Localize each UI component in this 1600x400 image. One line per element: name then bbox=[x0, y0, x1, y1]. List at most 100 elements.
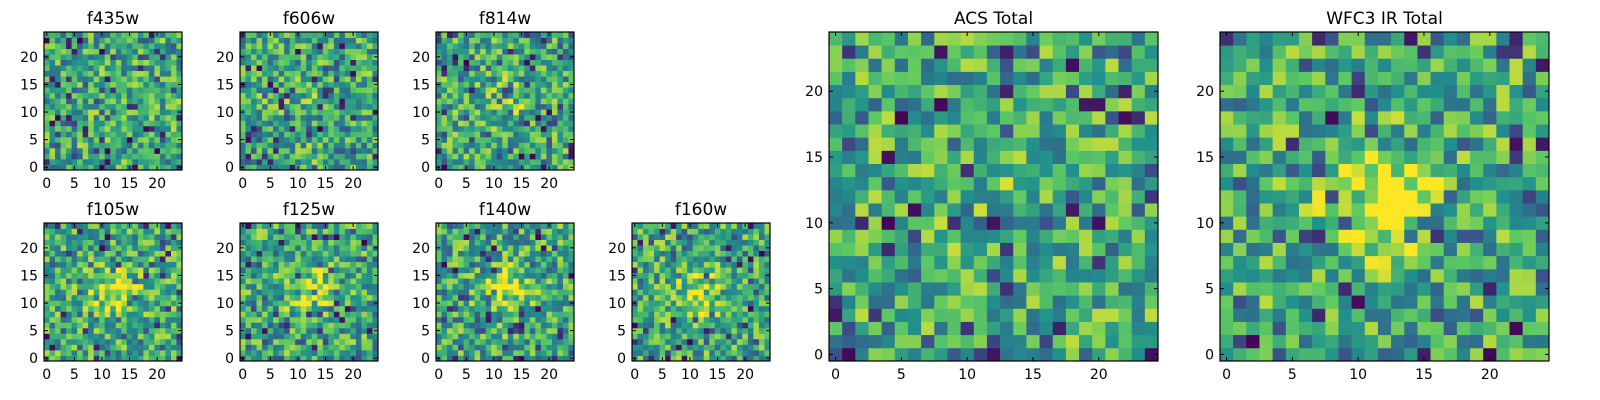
heatmap-cell bbox=[256, 245, 263, 251]
heatmap-cell bbox=[731, 234, 738, 240]
heatmap-cell bbox=[524, 333, 531, 340]
heatmap-cell bbox=[328, 43, 335, 49]
heatmap-cell bbox=[568, 125, 575, 132]
heatmap-cell bbox=[339, 294, 346, 301]
heatmap-cell bbox=[496, 158, 503, 165]
heatmap-cell bbox=[262, 267, 268, 274]
heatmap-cell bbox=[491, 294, 498, 301]
heatmap-cell bbox=[725, 256, 732, 263]
heatmap-cell bbox=[720, 289, 727, 296]
heatmap-cell bbox=[1105, 334, 1119, 349]
heatmap-cell bbox=[256, 305, 263, 312]
heatmap-cell bbox=[273, 98, 280, 105]
heatmap-cell bbox=[66, 322, 72, 329]
heatmap-cell bbox=[121, 272, 128, 279]
heatmap-cell bbox=[93, 322, 100, 329]
heatmap-cell bbox=[643, 245, 649, 251]
heatmap-cell bbox=[698, 267, 705, 274]
heatmap-cell bbox=[474, 120, 481, 127]
heatmap-cell bbox=[295, 37, 302, 44]
heatmap-cell bbox=[496, 272, 503, 279]
heatmap-cell bbox=[115, 239, 122, 246]
heatmap-cell bbox=[256, 278, 263, 285]
heatmap-cell bbox=[339, 98, 346, 105]
heatmap-cell bbox=[361, 305, 368, 312]
heatmap-cell bbox=[1144, 229, 1159, 243]
heatmap-cell bbox=[491, 59, 498, 66]
heatmap-cell bbox=[568, 103, 575, 110]
heatmap-cell bbox=[333, 109, 340, 116]
heatmap-cell bbox=[452, 43, 459, 49]
heatmap-cell bbox=[562, 272, 569, 279]
heatmap-cell bbox=[306, 103, 313, 110]
heatmap-cell bbox=[507, 256, 514, 263]
heatmap-cell bbox=[643, 305, 649, 312]
heatmap-cell bbox=[463, 327, 470, 334]
x-tick-label: 10 bbox=[485, 176, 503, 192]
heatmap-cell bbox=[82, 234, 89, 240]
heatmap-cell bbox=[934, 189, 948, 204]
heatmap-cell bbox=[311, 142, 318, 149]
heatmap-cell bbox=[485, 98, 492, 105]
heatmap-cell bbox=[758, 322, 765, 329]
heatmap-cell bbox=[540, 59, 547, 66]
heatmap-cell bbox=[562, 54, 569, 60]
heatmap-cell bbox=[502, 76, 509, 83]
heatmap-cell bbox=[176, 256, 183, 263]
heatmap-cell bbox=[714, 283, 721, 290]
heatmap-cell bbox=[507, 228, 514, 235]
heatmap-cell bbox=[698, 223, 705, 229]
heatmap-cell bbox=[1052, 308, 1067, 322]
heatmap-cell bbox=[513, 120, 520, 127]
heatmap-cell bbox=[137, 59, 144, 66]
heatmap-cell bbox=[934, 334, 948, 349]
heatmap-cell bbox=[753, 344, 760, 351]
heatmap-cell bbox=[322, 87, 329, 94]
heatmap-cell bbox=[934, 229, 948, 243]
heatmap-cell bbox=[165, 43, 172, 49]
heatmap-cell bbox=[485, 322, 492, 329]
heatmap-cell bbox=[77, 228, 84, 235]
heatmap-cell bbox=[463, 250, 470, 257]
heatmap-cell bbox=[126, 59, 133, 66]
heatmap-cell bbox=[698, 294, 705, 301]
heatmap-cell bbox=[159, 234, 166, 240]
heatmap-cell bbox=[1092, 347, 1106, 362]
heatmap-cell bbox=[71, 147, 78, 154]
heatmap-cell bbox=[93, 294, 100, 301]
heatmap-cell bbox=[115, 92, 122, 99]
heatmap-cell bbox=[126, 305, 133, 312]
heatmap-cell bbox=[458, 114, 464, 121]
heatmap-cell bbox=[82, 283, 89, 290]
heatmap-cell bbox=[176, 98, 183, 105]
heatmap-cell bbox=[643, 267, 649, 274]
heatmap-cell bbox=[278, 349, 285, 356]
heatmap-cell bbox=[176, 278, 183, 285]
heatmap-cell bbox=[60, 32, 67, 38]
heatmap-cell bbox=[632, 338, 638, 345]
heatmap-cell bbox=[60, 76, 67, 83]
heatmap-cell bbox=[311, 294, 318, 301]
heatmap-cell bbox=[295, 239, 302, 246]
heatmap-cell bbox=[339, 256, 346, 263]
heatmap-cell bbox=[643, 234, 649, 240]
heatmap-cell bbox=[256, 59, 263, 66]
heatmap-cell bbox=[165, 355, 172, 362]
heatmap-cell bbox=[491, 70, 498, 77]
heatmap-cell bbox=[452, 131, 459, 138]
heatmap-cell bbox=[469, 65, 476, 72]
heatmap-cell bbox=[322, 109, 329, 116]
y-tick-label: 20 bbox=[216, 50, 234, 66]
heatmap-cell bbox=[551, 98, 558, 105]
heatmap-cell bbox=[753, 316, 760, 323]
heatmap-cell bbox=[245, 349, 252, 356]
heatmap-cell bbox=[115, 103, 122, 110]
heatmap-cell bbox=[659, 294, 666, 301]
heatmap-cell bbox=[49, 48, 56, 55]
heatmap-cell bbox=[1118, 229, 1133, 243]
heatmap-cell bbox=[82, 109, 89, 116]
heatmap-cell bbox=[71, 261, 78, 268]
heatmap-cell bbox=[1092, 321, 1106, 336]
heatmap-cell bbox=[654, 239, 660, 246]
heatmap-cell bbox=[436, 76, 442, 83]
